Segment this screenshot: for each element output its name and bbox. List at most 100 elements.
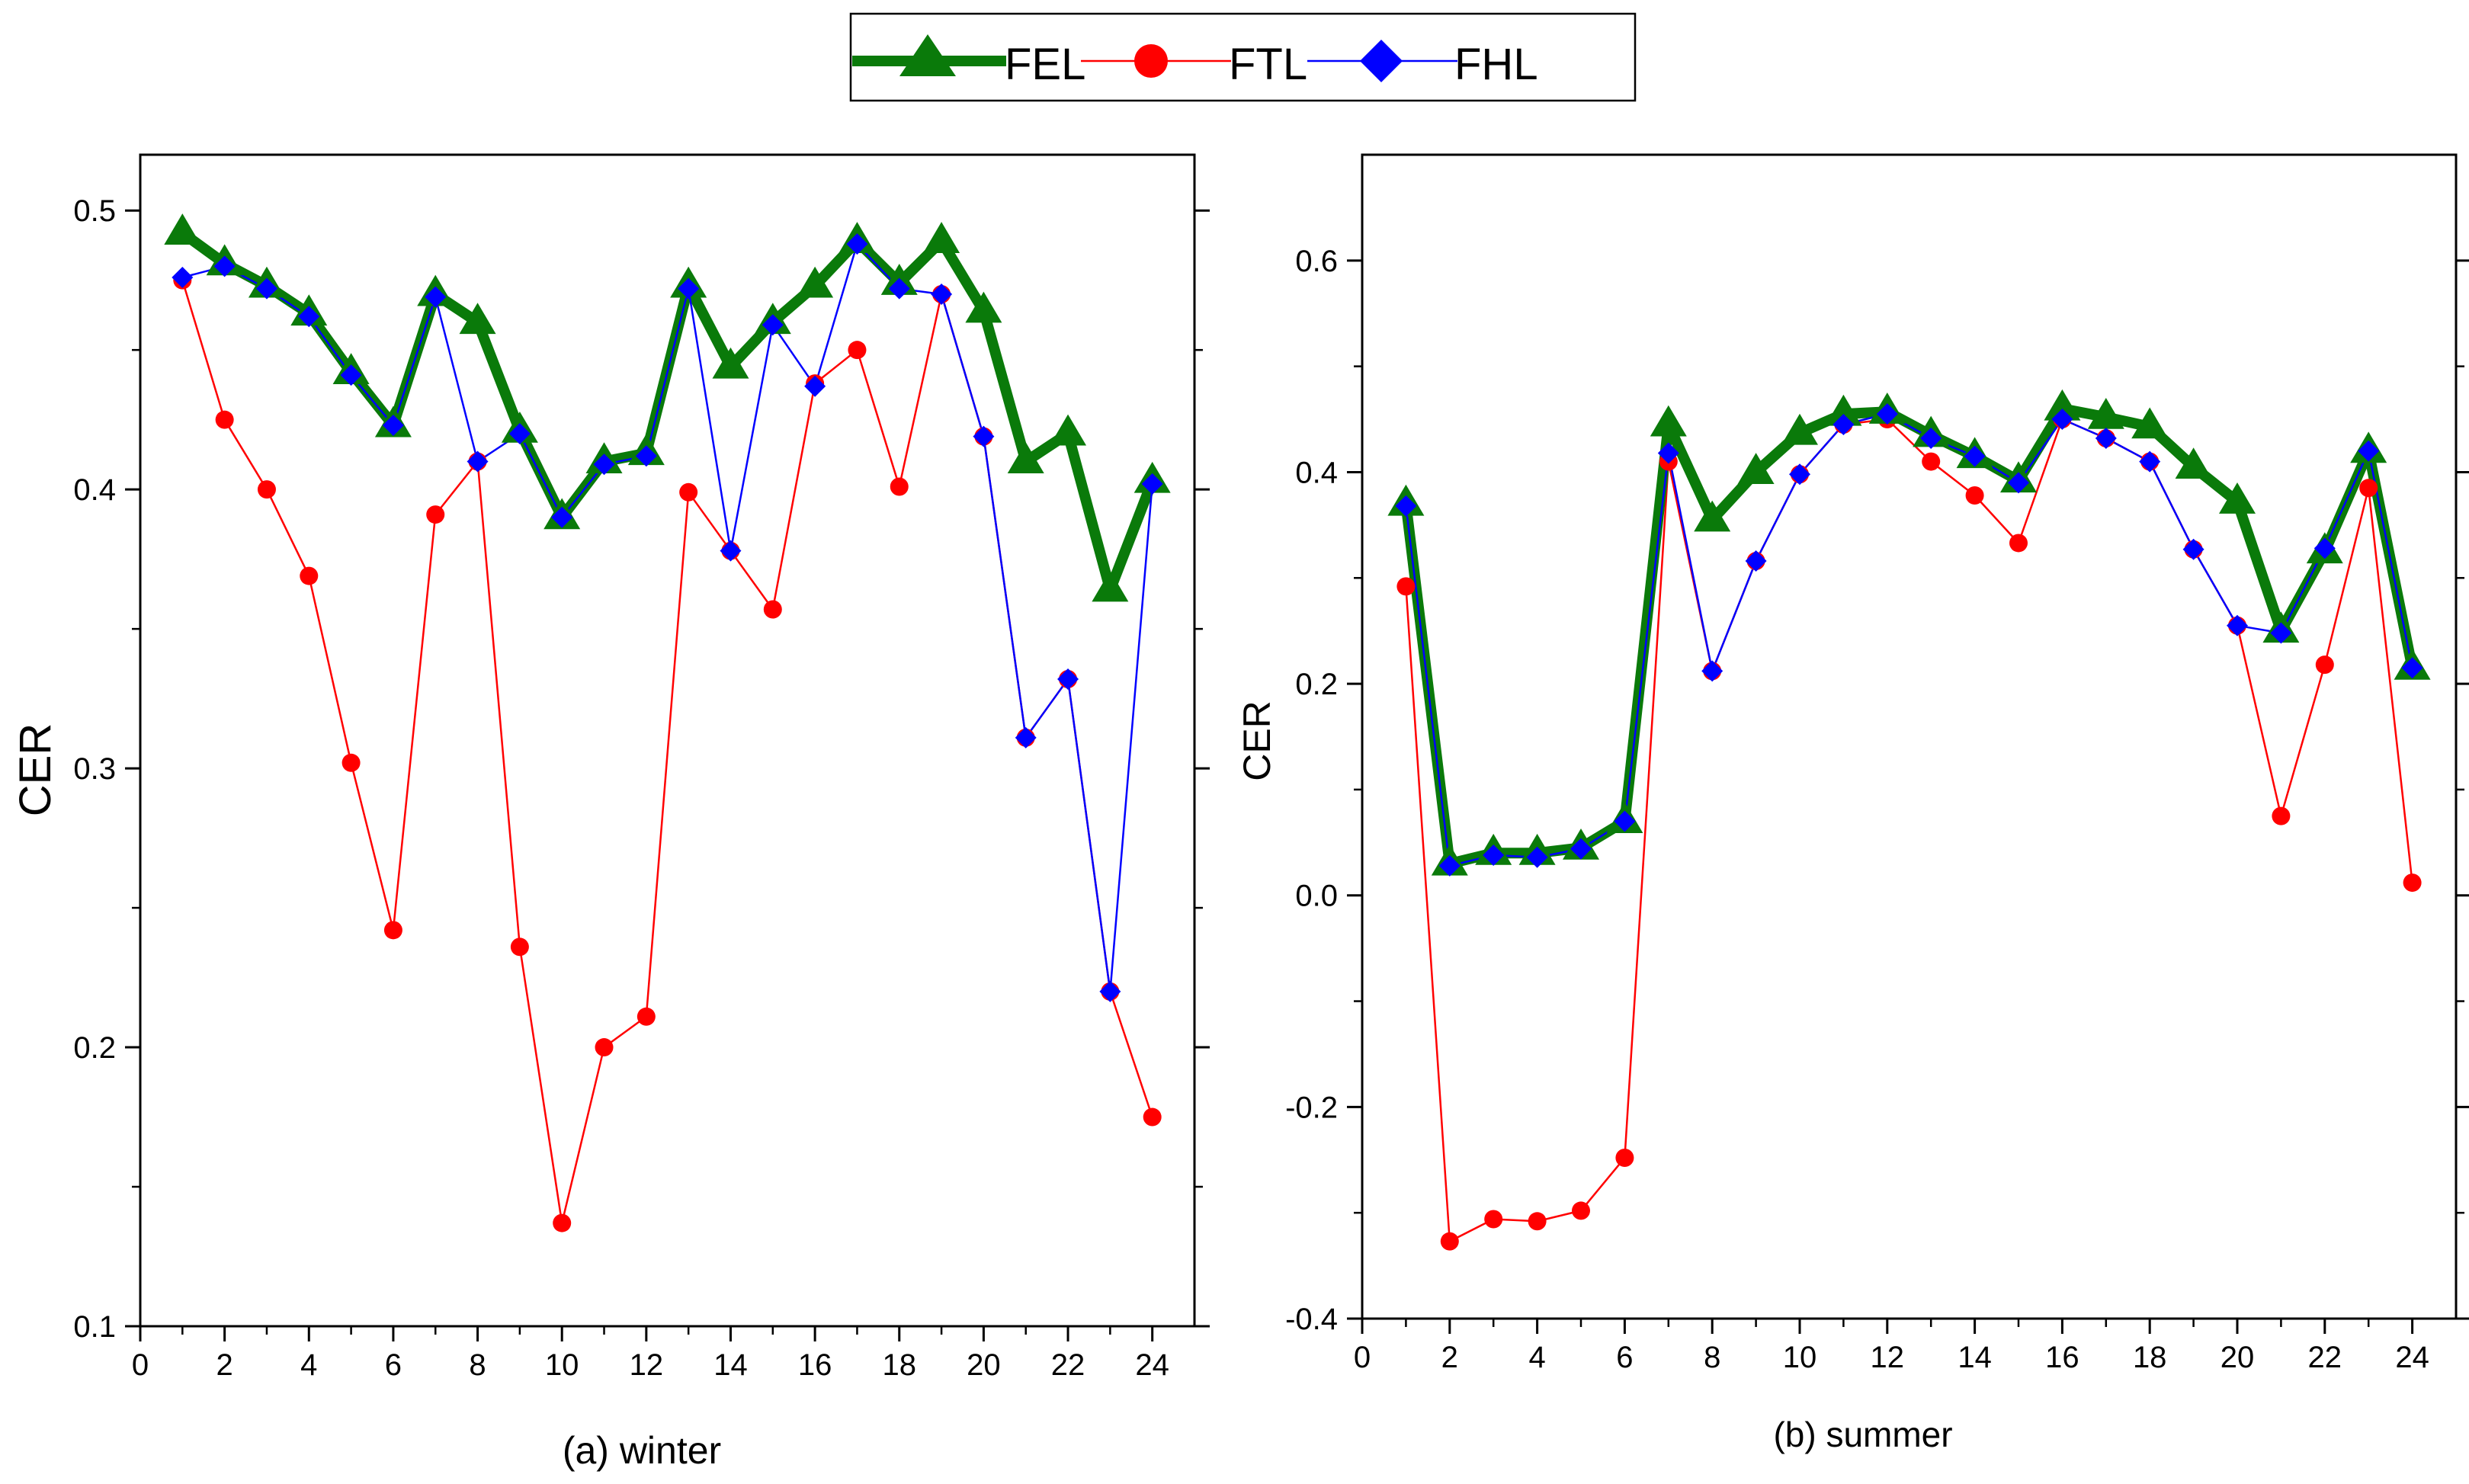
x-tick-label: 12 xyxy=(630,1348,664,1382)
x-tick-label: 2 xyxy=(1441,1341,1458,1374)
data-point-fhl xyxy=(508,422,531,444)
x-tick-label: 16 xyxy=(798,1348,832,1382)
data-point-fel xyxy=(712,347,749,379)
data-point-ftl xyxy=(2359,479,2378,498)
y-tick-label: -0.4 xyxy=(1285,1303,1338,1336)
data-point-ftl xyxy=(1484,1210,1503,1229)
x-tick-label: 22 xyxy=(2308,1341,2342,1374)
data-point-fhl xyxy=(1526,846,1548,868)
data-point-fhl xyxy=(2227,614,2248,636)
data-point-fhl xyxy=(1141,473,1163,495)
x-tick-label: 16 xyxy=(2045,1341,2079,1374)
x-tick-label: 8 xyxy=(1704,1341,1720,1374)
data-point-ftl xyxy=(1528,1212,1547,1231)
data-point-ftl xyxy=(679,482,698,502)
data-point-fhl xyxy=(804,375,826,397)
data-point-ftl xyxy=(636,1007,656,1026)
data-point-fel xyxy=(164,213,201,245)
x-tick-label: 10 xyxy=(1783,1341,1817,1374)
data-point-fhl xyxy=(255,277,277,300)
data-point-fel xyxy=(2219,482,2256,514)
y-tick-label: 0.5 xyxy=(73,194,116,228)
data-point-fel xyxy=(1694,500,1731,532)
data-point-fhl xyxy=(1964,445,1986,467)
data-point-fhl xyxy=(2182,538,2204,560)
data-point-fel xyxy=(2131,407,2169,439)
data-point-fhl xyxy=(931,283,953,305)
legend-label-fel: FEL xyxy=(1005,40,1085,89)
data-point-ftl xyxy=(848,341,867,360)
data-point-fhl xyxy=(1614,810,1636,832)
chart-summer: 0 2 4 6 8 10 12 14 16 18 20 22 24-0.4-0.20.00.20.40.… xyxy=(1236,153,2469,1454)
x-tick-label: 20 xyxy=(2220,1341,2255,1374)
data-point-ftl xyxy=(1396,577,1416,596)
data-point-ftl xyxy=(215,410,234,429)
data-point-fhl xyxy=(678,277,700,300)
x-tick-label: 24 xyxy=(1135,1348,1169,1382)
data-point-ftl xyxy=(1922,452,1941,471)
data-point-fhl xyxy=(382,414,404,436)
series-line-fhl xyxy=(1405,412,2413,867)
data-point-fel xyxy=(2087,397,2124,429)
data-point-fhl xyxy=(2270,622,2292,644)
data-point-ftl xyxy=(1615,1148,1634,1167)
y-tick-label: 0.1 xyxy=(73,1310,116,1344)
data-point-fhl xyxy=(1745,550,1767,572)
data-point-ftl xyxy=(763,600,782,619)
data-point-fhl xyxy=(1570,838,1592,860)
data-point-ftl xyxy=(2403,873,2422,893)
data-point-fhl xyxy=(593,454,615,476)
data-point-fhl xyxy=(1483,844,1505,866)
legend: FEL FTL FHL xyxy=(849,12,1637,102)
data-point-fhl xyxy=(2051,409,2073,431)
data-point-fhl xyxy=(1701,660,1723,682)
legend-entry-ftl: FTL xyxy=(1081,40,1307,89)
data-point-fel xyxy=(1781,413,1818,445)
data-point-fel xyxy=(459,303,496,335)
x-tick-label: 12 xyxy=(1871,1341,1905,1374)
x-tick-label: 18 xyxy=(883,1348,917,1382)
y-tick-label: 0.0 xyxy=(1295,880,1338,913)
data-point-fhl xyxy=(2401,657,2423,679)
data-point-fhl xyxy=(213,255,236,277)
y-axis-label: CER xyxy=(11,723,60,816)
data-point-ftl xyxy=(2315,655,2334,675)
data-point-fhl xyxy=(2358,440,2380,462)
data-point-fel xyxy=(1092,570,1129,602)
circle-icon xyxy=(1134,44,1168,78)
data-point-fhl xyxy=(888,277,910,300)
data-point-fhl xyxy=(2095,428,2117,450)
x-tick-label: 6 xyxy=(1616,1341,1633,1374)
data-point-fhl xyxy=(1789,463,1810,486)
data-point-fel xyxy=(1007,442,1044,474)
x-tick-label: 2 xyxy=(216,1348,233,1382)
x-tick-label: 22 xyxy=(1051,1348,1085,1382)
data-point-fel xyxy=(1650,405,1687,437)
x-tick-label: 14 xyxy=(1958,1341,1992,1374)
y-tick-label: 0.3 xyxy=(73,752,116,786)
data-point-ftl xyxy=(1143,1107,1162,1127)
x-tick-label: 4 xyxy=(1528,1341,1545,1374)
y-axis-label: CER xyxy=(1236,700,1278,781)
data-point-ftl xyxy=(341,753,361,772)
legend-entry-fhl: FHL xyxy=(1307,40,1538,89)
diamond-icon xyxy=(1360,40,1403,82)
data-point-fel xyxy=(1050,414,1087,446)
data-point-ftl xyxy=(1572,1201,1590,1220)
series-line-ftl xyxy=(1405,418,2413,1242)
data-point-ftl xyxy=(2009,534,2028,553)
data-point-fhl xyxy=(1015,726,1037,748)
data-point-fhl xyxy=(1657,442,1679,464)
chart-winter: 0 2 4 6 8 10 12 14 16 18 20 22 240.10.20.30.40.5 CER… xyxy=(11,153,1210,1472)
y-tick-label: 0.4 xyxy=(73,473,116,507)
data-point-ftl xyxy=(300,566,319,585)
data-point-fhl xyxy=(172,267,194,289)
data-point-fhl xyxy=(635,445,657,467)
plot-frame xyxy=(139,153,1196,1328)
x-tick-label: 10 xyxy=(545,1348,579,1382)
data-point-fel xyxy=(1825,394,1862,426)
series-line-fel xyxy=(1400,403,2418,870)
x-tick-label: 14 xyxy=(713,1348,748,1382)
data-point-ftl xyxy=(1965,486,1984,505)
legend-entry-fel: FEL xyxy=(852,34,1085,89)
